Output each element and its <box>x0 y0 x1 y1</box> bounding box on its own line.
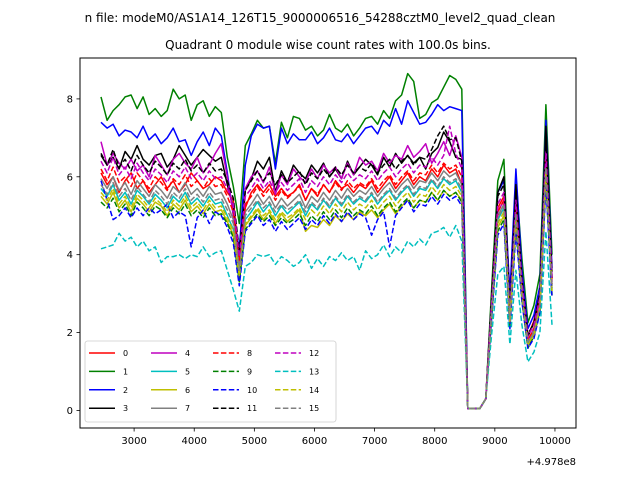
x-axis: 3000 4000 5000 6000 7000 8000 9000 10000 <box>121 428 571 447</box>
series-line-11 <box>100 125 553 410</box>
legend-label-0: 0 <box>123 349 128 358</box>
legend-label-11: 11 <box>247 404 257 413</box>
legend-label-6: 6 <box>185 386 190 395</box>
y-tick-label: 0 <box>67 406 73 417</box>
x-tick-label: 5000 <box>242 436 267 447</box>
series-line-15 <box>100 166 553 410</box>
legend-label-3: 3 <box>123 404 128 413</box>
legend-frame <box>84 340 337 423</box>
series-line-10 <box>100 180 553 410</box>
x-tick-label: 6000 <box>302 436 327 447</box>
series-line-14 <box>100 172 553 410</box>
x-tick-label: 9000 <box>482 436 507 447</box>
legend-label-12: 12 <box>309 349 319 358</box>
x-axis-offset-label: +4.978e8 <box>526 457 576 468</box>
legend-label-10: 10 <box>247 386 257 395</box>
y-tick-label: 8 <box>67 94 73 105</box>
legend-label-9: 9 <box>247 367 252 376</box>
y-tick-label: 6 <box>67 172 73 183</box>
chart-title: Quadrant 0 module wise count rates with … <box>165 38 491 52</box>
x-tick-label: 7000 <box>362 436 387 447</box>
legend-label-4: 4 <box>185 349 190 358</box>
series-line-13 <box>100 224 553 410</box>
series-lines <box>100 72 553 410</box>
x-tick-label: 10000 <box>539 436 571 447</box>
x-tick-label: 4000 <box>182 436 207 447</box>
figure-suptitle: n file: modeM0/AS1A14_126T15_9000006516_… <box>85 11 556 25</box>
legend-label-2: 2 <box>123 386 128 395</box>
y-tick-label: 4 <box>67 250 73 261</box>
plot-area-frame <box>79 57 577 429</box>
legend-label-14: 14 <box>309 386 319 395</box>
legend-label-13: 13 <box>309 367 319 376</box>
x-tick-label: 8000 <box>422 436 447 447</box>
y-tick-label: 2 <box>67 328 73 339</box>
legend-label-15: 15 <box>309 404 319 413</box>
y-axis: 0 2 4 6 8 <box>67 94 80 417</box>
legend-label-5: 5 <box>185 367 190 376</box>
legend-label-7: 7 <box>185 404 190 413</box>
legend-label-1: 1 <box>123 367 128 376</box>
x-tick-label: 3000 <box>121 436 146 447</box>
legend-label-8: 8 <box>247 349 252 358</box>
